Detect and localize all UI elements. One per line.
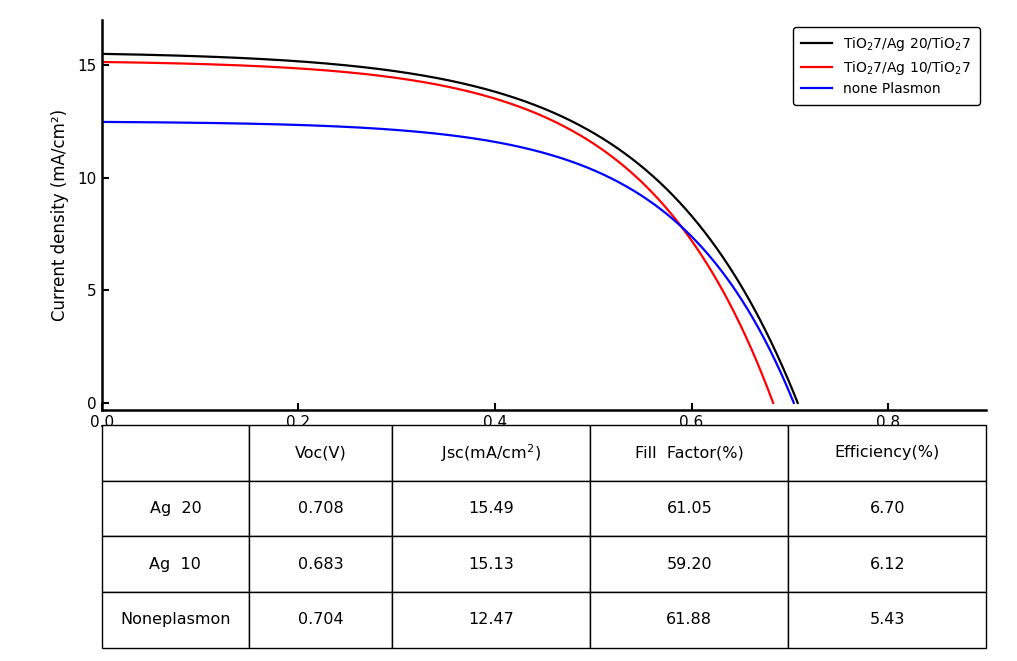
TiO$_2$7/Ag 20/TiO$_2$7 — [651, 176, 663, 184]
none Plasmon — [375, 125, 387, 133]
Line: none Plasmon: none Plasmon — [102, 122, 794, 403]
TiO$_2$7/Ag 10/TiO$_2$7 — [619, 163, 632, 171]
X-axis label: Voltage (V): Voltage (V) — [498, 439, 590, 457]
Legend: TiO$_2$7/Ag 20/TiO$_2$7, TiO$_2$7/Ag 10/TiO$_2$7, none Plasmon: TiO$_2$7/Ag 20/TiO$_2$7, TiO$_2$7/Ag 10/… — [793, 27, 979, 104]
Y-axis label: Current density (mA/cm²): Current density (mA/cm²) — [51, 108, 68, 321]
TiO$_2$7/Ag 10/TiO$_2$7 — [392, 74, 404, 82]
Line: TiO$_2$7/Ag 10/TiO$_2$7: TiO$_2$7/Ag 10/TiO$_2$7 — [102, 62, 773, 403]
TiO$_2$7/Ag 20/TiO$_2$7 — [791, 399, 803, 407]
none Plasmon — [648, 200, 660, 208]
TiO$_2$7/Ag 20/TiO$_2$7 — [167, 52, 179, 59]
TiO$_2$7/Ag 20/TiO$_2$7 — [639, 165, 651, 173]
TiO$_2$7/Ag 20/TiO$_2$7 — [96, 50, 108, 58]
TiO$_2$7/Ag 10/TiO$_2$7 — [767, 399, 779, 407]
none Plasmon — [401, 127, 413, 135]
TiO$_2$7/Ag 20/TiO$_2$7 — [574, 122, 586, 130]
TiO$_2$7/Ag 10/TiO$_2$7 — [367, 71, 379, 79]
TiO$_2$7/Ag 20/TiO$_2$7 — [377, 65, 390, 73]
TiO$_2$7/Ag 10/TiO$_2$7 — [556, 122, 569, 130]
none Plasmon — [788, 399, 800, 407]
none Plasmon — [166, 118, 178, 126]
none Plasmon — [636, 192, 648, 200]
none Plasmon — [571, 159, 583, 167]
TiO$_2$7/Ag 10/TiO$_2$7 — [164, 59, 176, 67]
TiO$_2$7/Ag 20/TiO$_2$7 — [402, 69, 414, 77]
TiO$_2$7/Ag 10/TiO$_2$7 — [632, 174, 644, 182]
none Plasmon — [96, 118, 108, 126]
TiO$_2$7/Ag 10/TiO$_2$7 — [96, 58, 108, 66]
Line: TiO$_2$7/Ag 20/TiO$_2$7: TiO$_2$7/Ag 20/TiO$_2$7 — [102, 54, 797, 403]
